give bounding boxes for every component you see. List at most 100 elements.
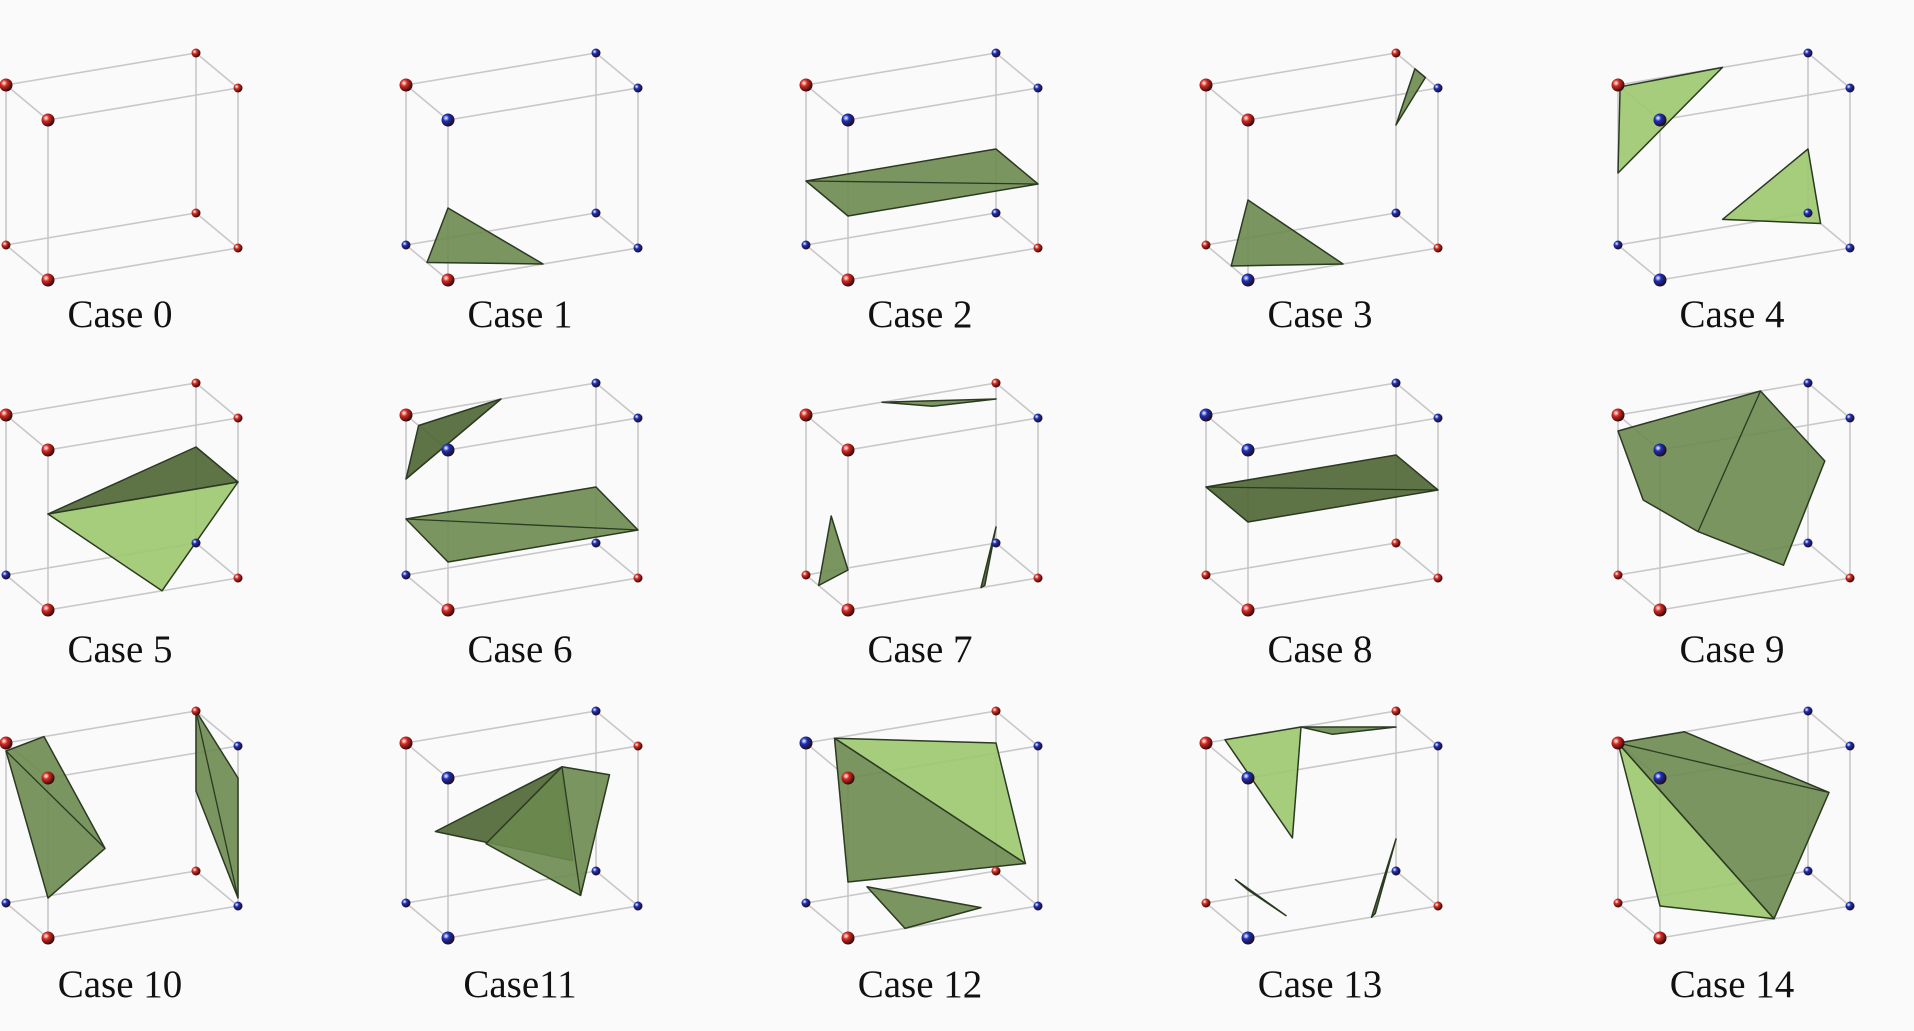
cube-edge <box>995 212 1039 249</box>
cube-edge <box>405 742 449 779</box>
cube-diagram <box>1611 48 1855 287</box>
vertex-red <box>191 866 201 876</box>
cube-edge <box>1617 382 1809 416</box>
vertex-blue <box>1033 741 1043 751</box>
cube-edge <box>1205 574 1249 611</box>
cube-edge <box>1205 902 1249 939</box>
isosurface-triangle <box>817 515 849 587</box>
cube-edge <box>1205 244 1249 281</box>
cube-edge <box>1205 742 1249 779</box>
vertex-blue <box>1845 741 1855 751</box>
case-panel: Case 8 <box>1199 372 1443 677</box>
cube-edge <box>195 542 239 579</box>
vertex-blue <box>591 48 601 58</box>
cube-edge <box>47 417 239 451</box>
vertex-red <box>1241 603 1255 617</box>
vertex-blue <box>1803 48 1813 58</box>
vertex-red <box>1653 931 1667 945</box>
case-label: Case 5 <box>67 628 173 671</box>
cube-edge <box>405 574 449 611</box>
cube-edge <box>805 244 849 281</box>
cube-edge <box>5 84 49 121</box>
isosurface-triangle <box>1721 148 1822 225</box>
cube-edge <box>1659 905 1851 939</box>
vertex-blue <box>1433 83 1443 93</box>
vertex-red <box>41 443 55 457</box>
cube-edge <box>1659 247 1851 281</box>
cube-edge <box>805 902 849 939</box>
vertex-red <box>1199 78 1213 92</box>
cube-edge <box>405 710 597 744</box>
cube-edge <box>5 710 197 744</box>
case-label: Case 3 <box>1267 293 1373 336</box>
vertex-red <box>991 866 1001 876</box>
vertex-red <box>991 706 1001 716</box>
case-panel: Case 12 <box>799 700 1043 1012</box>
cube-edge <box>805 574 849 611</box>
cube-edge <box>805 414 849 451</box>
isosurface-triangle <box>5 735 106 899</box>
cube-edge <box>1659 577 1851 611</box>
isosurface-triangle <box>833 737 1027 883</box>
cube-edge <box>195 870 239 907</box>
case-label: Case 14 <box>1669 963 1795 1006</box>
triangle-edge <box>805 180 1039 185</box>
cube-edge <box>595 710 639 747</box>
vertex-blue <box>1433 741 1443 751</box>
vertex-red <box>1033 573 1043 583</box>
cube-edge <box>1395 382 1439 419</box>
cube-edge <box>595 542 639 579</box>
vertex-red <box>191 706 201 716</box>
cube-diagram <box>0 706 243 945</box>
case-panel: Case 10 <box>0 700 243 1012</box>
cube-diagram <box>799 706 1043 945</box>
vertex-blue <box>1 570 11 580</box>
cube-edge <box>405 542 597 576</box>
case-panel: Case 1 <box>399 42 643 342</box>
cube-edge <box>447 577 639 611</box>
vertex-red <box>841 443 855 457</box>
vertex-red <box>441 603 455 617</box>
vertex-blue <box>1391 866 1401 876</box>
vertex-red <box>1433 573 1443 583</box>
vertex-blue <box>1653 273 1667 287</box>
cube-edge <box>47 905 239 939</box>
cube-edge <box>995 870 1039 907</box>
isosurface-triangle <box>1395 68 1427 126</box>
vertex-blue <box>441 771 455 785</box>
vertex-blue <box>991 208 1001 218</box>
triangle-edge <box>5 750 106 849</box>
vertex-red <box>233 413 243 423</box>
cube-edge <box>5 382 197 416</box>
cube-edge <box>447 417 639 451</box>
cube-edge <box>195 52 239 89</box>
isosurface-triangle <box>1617 731 1830 920</box>
cube-edge <box>447 905 639 939</box>
vertex-blue <box>1199 408 1213 422</box>
vertex-blue <box>801 240 811 250</box>
vertex-red <box>1391 538 1401 548</box>
triangle-edge <box>1617 742 1830 794</box>
cube-edge <box>5 212 197 246</box>
cube-edge <box>405 52 597 86</box>
cube-diagram <box>399 378 643 617</box>
vertex-blue <box>633 243 643 253</box>
cube-edge <box>1617 574 1661 611</box>
case-label: Case 0 <box>67 293 173 336</box>
cube-edge <box>447 745 639 779</box>
case-label: Case 12 <box>857 963 983 1006</box>
vertex-blue <box>1653 443 1667 457</box>
vertex-blue <box>1803 378 1813 388</box>
case-panel: Case 14 <box>1611 700 1855 1012</box>
vertex-blue <box>991 48 1001 58</box>
cube-edge <box>1395 542 1439 579</box>
cube-diagram <box>0 378 243 617</box>
vertex-red <box>399 736 413 750</box>
vertex-red <box>1613 570 1623 580</box>
cube-edge <box>595 870 639 907</box>
case-panel: Case 4 <box>1611 42 1855 342</box>
cube-edge <box>595 52 639 89</box>
case-label: Case 6 <box>467 628 573 671</box>
vertex-blue <box>1241 443 1255 457</box>
cube-edge <box>1205 542 1397 576</box>
